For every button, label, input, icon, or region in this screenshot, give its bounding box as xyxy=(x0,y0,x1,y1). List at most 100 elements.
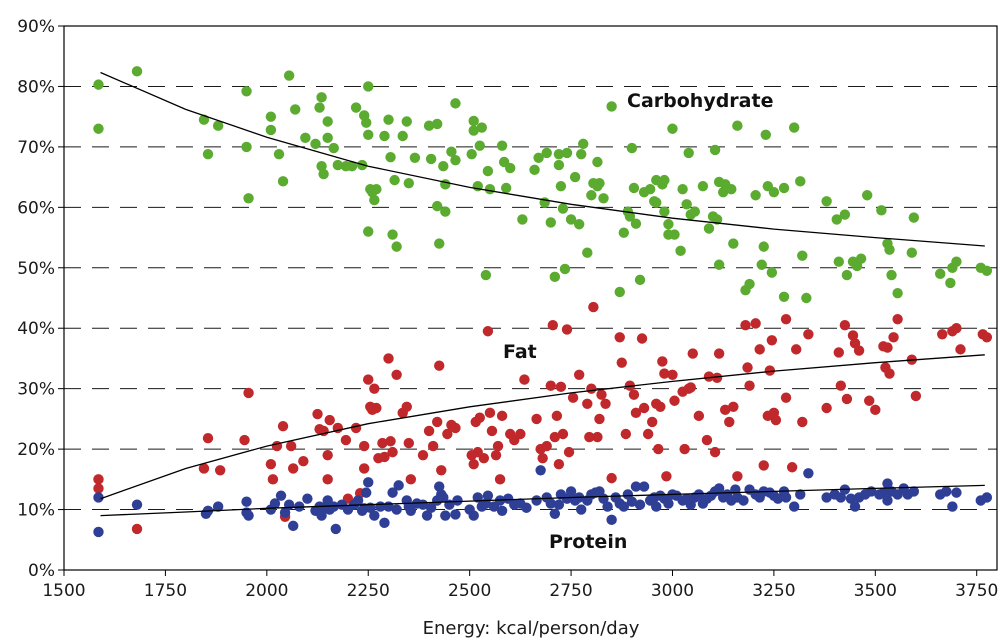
fat-point xyxy=(833,347,844,358)
fat-point xyxy=(322,449,333,461)
protein-point xyxy=(438,492,449,503)
carbohydrate-point xyxy=(659,206,670,217)
protein-point xyxy=(521,502,532,513)
fat-point xyxy=(628,389,640,400)
fat-point xyxy=(492,440,504,452)
carbohydrate-point xyxy=(401,116,412,127)
carbohydrate-point xyxy=(628,182,640,194)
fat-point xyxy=(401,401,412,412)
x-tick-label: 3000 xyxy=(651,581,694,601)
fat-point xyxy=(468,459,479,470)
carbohydrate-point xyxy=(766,267,778,278)
fat-point xyxy=(882,342,893,353)
protein-point xyxy=(316,510,327,521)
fat-point xyxy=(427,440,439,452)
fat-point xyxy=(780,392,792,403)
carbohydrate-point xyxy=(310,138,321,150)
fat-point xyxy=(780,313,792,325)
fat-point xyxy=(340,434,352,446)
carbohydrate-point xyxy=(476,122,488,133)
protein-point xyxy=(287,520,299,532)
fat-point xyxy=(405,474,417,485)
fat-point xyxy=(358,440,370,452)
protein-point xyxy=(275,490,287,501)
carbohydrate-point xyxy=(432,118,443,130)
gridlines xyxy=(64,85,997,511)
carbohydrate-point xyxy=(496,140,508,151)
fat-point xyxy=(324,414,335,426)
protein-point xyxy=(845,493,857,504)
protein-point xyxy=(131,499,143,510)
fat-point xyxy=(659,368,670,379)
fat-point xyxy=(821,402,832,414)
fat-point xyxy=(239,434,250,446)
carbohydrate-point xyxy=(677,184,688,195)
carbohydrate-point xyxy=(480,269,492,281)
fat-point xyxy=(391,369,402,380)
carbohydrate-point xyxy=(346,161,358,172)
y-tick-label: 0% xyxy=(28,561,55,581)
fat-point xyxy=(839,320,851,331)
carbohydrate-point xyxy=(391,241,402,252)
carbohydrate-point xyxy=(241,141,252,153)
protein-point xyxy=(482,490,494,501)
carbohydrate-point xyxy=(379,130,390,142)
fat-point xyxy=(383,353,394,364)
fat-point xyxy=(687,348,698,359)
protein-point xyxy=(618,501,629,512)
carbohydrate-point xyxy=(243,193,254,204)
carbohydrate-point xyxy=(576,148,587,160)
carbohydrate-point xyxy=(945,277,956,289)
fat-point xyxy=(642,428,654,440)
y-tick-label: 70% xyxy=(17,138,55,158)
fat-point xyxy=(655,401,666,412)
carbohydrate-point xyxy=(265,111,277,122)
fat-point xyxy=(423,425,435,437)
carbohydrate-trend-line xyxy=(100,71,985,247)
y-tick-label: 90% xyxy=(17,17,55,37)
protein-point xyxy=(549,508,561,519)
protein-point xyxy=(713,483,725,494)
carbohydrate-point xyxy=(675,245,686,257)
fat-point xyxy=(436,465,447,476)
carbohydrate-point xyxy=(553,159,565,171)
carbohydrate-point xyxy=(328,142,339,154)
carbohydrate-point xyxy=(683,147,694,159)
fat-point xyxy=(620,428,632,440)
fat-point xyxy=(484,407,496,419)
fat-point xyxy=(758,460,769,471)
fat-point xyxy=(596,389,607,400)
carbohydrate-point xyxy=(318,168,329,180)
fat-point xyxy=(358,463,370,474)
fat-point xyxy=(646,416,658,428)
carbohydrate-point xyxy=(553,148,565,160)
fat-point xyxy=(740,320,751,331)
carbohydrate-point xyxy=(212,120,224,131)
carbohydrate-point xyxy=(884,244,895,255)
fat-point xyxy=(786,462,798,473)
carbohydrate-point xyxy=(788,122,800,133)
fat-point xyxy=(884,368,895,379)
fat-point xyxy=(870,404,881,416)
y-tick-label: 50% xyxy=(17,259,55,279)
fat-point xyxy=(547,320,559,331)
fat-point xyxy=(764,365,776,376)
carbohydrate-point xyxy=(697,180,709,192)
fat-point xyxy=(545,380,556,391)
carbohydrate-point xyxy=(541,147,552,159)
carbohydrate-point xyxy=(265,124,277,136)
carbohydrate-point xyxy=(689,206,700,217)
carbohydrate-point xyxy=(131,66,143,77)
fat-point xyxy=(766,335,778,346)
fat-point xyxy=(265,459,277,470)
protein-point xyxy=(531,495,542,506)
carbohydrate-point xyxy=(93,123,104,134)
protein-point xyxy=(302,493,313,504)
protein-point xyxy=(283,499,295,510)
carbohydrate-point xyxy=(332,159,344,171)
carbohydrate-point xyxy=(549,271,561,283)
protein-point xyxy=(535,465,546,476)
fat-point xyxy=(350,422,362,434)
series-label-carbohydrate: Carbohydrate xyxy=(627,90,773,112)
carbohydrate-point xyxy=(273,148,285,160)
